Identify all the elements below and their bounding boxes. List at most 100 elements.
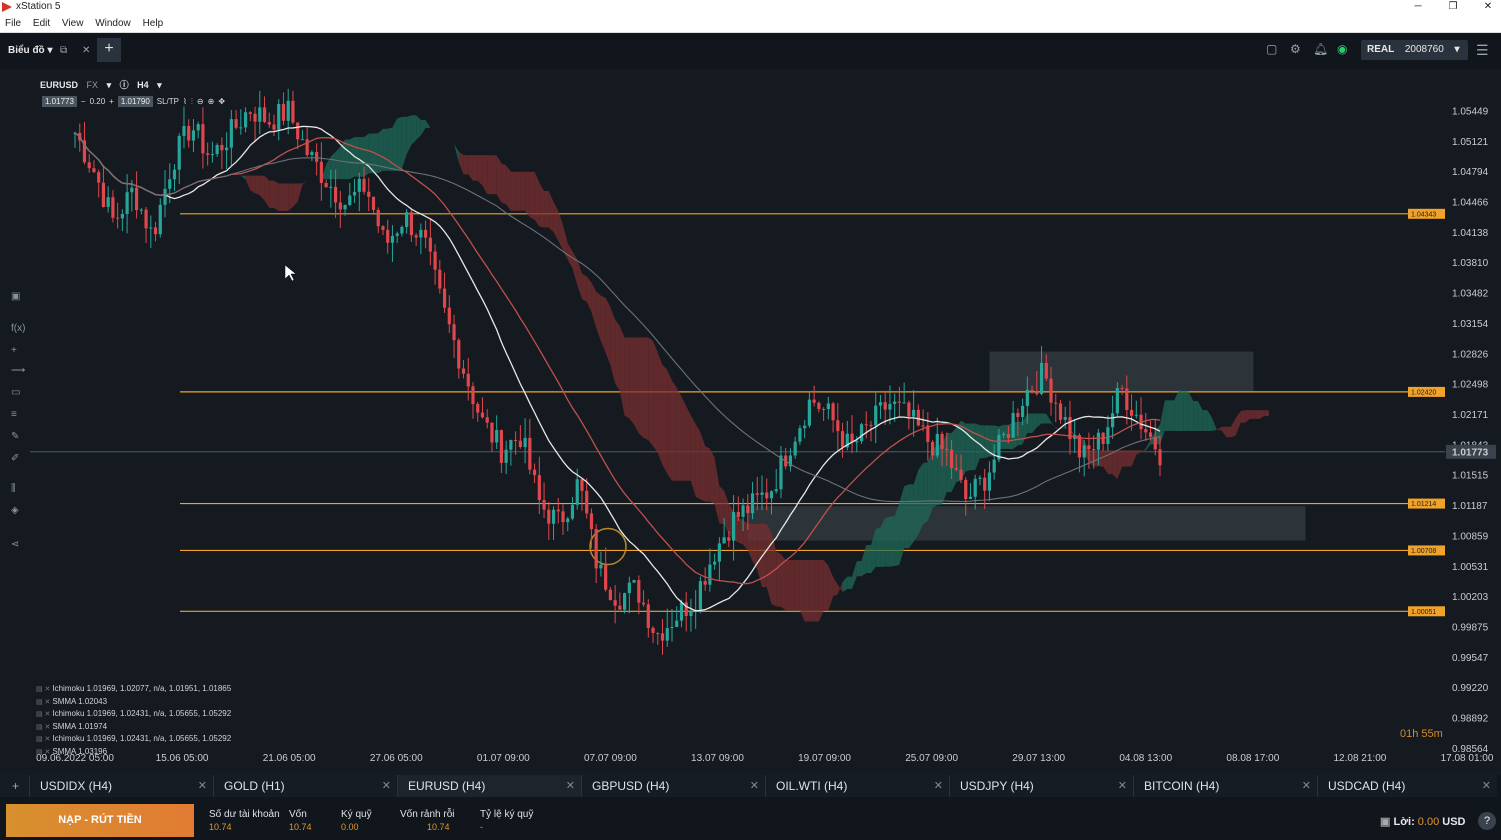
hamburger-menu-icon[interactable]: ☰: [1476, 42, 1489, 58]
info-icon[interactable]: ⓘ: [119, 80, 129, 90]
candle: [495, 415, 499, 449]
price-chart[interactable]: 1.04343 1.02420 1.01214 1.00708 1.00051 1.05…: [0, 69, 1501, 770]
candle-body: [1058, 403, 1063, 420]
cloud-segment: [340, 139, 346, 180]
cloud-segment: [1036, 413, 1042, 428]
close-button[interactable]: ✕: [1483, 1, 1493, 12]
candle-body: [319, 161, 323, 183]
bell-icon[interactable]: 🔔︎: [1313, 42, 1329, 56]
tab-usdcad[interactable]: USDCAD (H4) ✕: [1318, 775, 1497, 797]
account-selector[interactable]: REAL 2008760 ▾: [1361, 40, 1468, 60]
tab-gold[interactable]: GOLD (H1) ✕: [214, 775, 398, 797]
volume-input[interactable]: 0.20: [89, 97, 106, 106]
candle: [859, 422, 864, 444]
minimize-button[interactable]: ─: [1414, 1, 1422, 12]
legend-item[interactable]: Ichimoku 1.01969, 1.02077, n/a, 1.01951,…: [36, 683, 231, 696]
menu-edit[interactable]: Edit: [32, 18, 51, 29]
close-tab-icon[interactable]: ✕: [82, 45, 91, 56]
candle: [291, 90, 295, 125]
crosshair-tool-icon[interactable]: +: [11, 345, 17, 356]
menu-file[interactable]: File: [5, 18, 22, 29]
close-icon[interactable]: ✕: [1481, 780, 1491, 792]
candle: [1058, 400, 1063, 424]
fibonacci-tool-icon[interactable]: ≡: [11, 409, 17, 420]
rectangle-tool-icon[interactable]: ▭: [11, 387, 21, 398]
candle: [1035, 370, 1039, 396]
help-button[interactable]: ?: [1478, 812, 1496, 830]
instrument-symbol[interactable]: EURUSD: [40, 80, 79, 90]
candle-body: [452, 324, 456, 341]
add-symbol-tab-button[interactable]: +: [0, 775, 30, 797]
candle-chart-icon[interactable]: ⫶: [190, 96, 193, 106]
brush-tool-icon[interactable]: ✐: [11, 453, 20, 464]
layers-tool-icon[interactable]: ◈: [11, 505, 19, 516]
close-icon[interactable]: ✕: [565, 780, 575, 792]
close-icon[interactable]: ✕: [933, 780, 943, 792]
close-icon[interactable]: ✕: [1117, 780, 1127, 792]
candle: [518, 425, 522, 449]
tab-oil-wti[interactable]: OIL.WTI (H4) ✕: [766, 775, 950, 797]
candle: [760, 475, 764, 511]
candle: [371, 196, 376, 215]
tab-usdjpy[interactable]: USDJPY (H4) ✕: [950, 775, 1134, 797]
candle-body: [537, 475, 541, 501]
line-tool-icon[interactable]: ⟶: [11, 365, 26, 376]
chevron-down-icon[interactable]: ▾: [157, 80, 162, 90]
popout-icon[interactable]: ⧉: [60, 45, 68, 56]
plus-volume-button[interactable]: +: [109, 97, 114, 106]
deposit-withdraw-button[interactable]: NẠP - RÚT TIỀN: [6, 804, 194, 837]
tab-gbpusd[interactable]: GBPUSD (H4) ✕: [582, 775, 766, 797]
chart-area[interactable]: 1.04343 1.02420 1.01214 1.00708 1.00051 1.05…: [0, 69, 1501, 770]
candle: [694, 590, 698, 629]
close-icon[interactable]: ✕: [1301, 780, 1311, 792]
legend-item[interactable]: SMMA 1.02043: [36, 696, 231, 709]
legend-item[interactable]: Ichimoku 1.01969, 1.02431, n/a, 1.05655,…: [36, 733, 231, 746]
candle-body: [779, 455, 783, 490]
signal-icon[interactable]: ⚙: [1290, 42, 1301, 56]
candle-body: [954, 468, 958, 470]
close-icon[interactable]: ✕: [749, 780, 759, 792]
legend-item[interactable]: SMMA 1.01974: [36, 721, 231, 734]
legend-item[interactable]: Ichimoku 1.01969, 1.02431, n/a, 1.05655,…: [36, 708, 231, 721]
chart-tab[interactable]: Biểu đồ ▾: [8, 45, 53, 56]
candle-body: [101, 182, 106, 207]
maximize-button[interactable]: ❐: [1448, 1, 1458, 12]
screenshot-tool-icon[interactable]: ▣: [11, 291, 21, 302]
move-icon[interactable]: ✥: [218, 97, 226, 106]
menu-window[interactable]: Window: [95, 18, 131, 29]
buy-price-button[interactable]: 1.01790: [117, 96, 153, 107]
indicator-tool-icon[interactable]: f(x): [11, 323, 26, 334]
tab-bitcoin[interactable]: BITCOIN (H4) ✕: [1134, 775, 1318, 797]
profit-currency: USD: [1442, 816, 1466, 828]
menu-help[interactable]: Help: [142, 18, 164, 29]
layout-icon[interactable]: ▢: [1266, 42, 1278, 56]
share-tool-icon[interactable]: ⋖: [11, 539, 20, 550]
candle-body: [1016, 413, 1020, 417]
minus-volume-button[interactable]: −: [80, 97, 86, 106]
line-chart-icon[interactable]: ⌇: [183, 97, 187, 106]
cloud-segment: [364, 133, 369, 177]
cloud-segment: [349, 137, 355, 180]
menu-view[interactable]: View: [61, 18, 84, 29]
cloud-segment: [1202, 410, 1208, 431]
pen-tool-icon[interactable]: ✎: [11, 431, 20, 442]
tab-usdidx[interactable]: USDIDX (H4) ✕: [30, 775, 214, 797]
candle: [1077, 433, 1082, 473]
close-icon[interactable]: ✕: [381, 780, 391, 792]
zoom-in-icon[interactable]: ⊕: [207, 97, 215, 106]
bars-tool-icon[interactable]: ⫼: [11, 483, 16, 494]
candle: [1030, 385, 1034, 394]
zoom-out-icon[interactable]: ⊖: [196, 97, 204, 106]
y-tick-label: 1.03482: [1452, 289, 1489, 300]
timeframe-select[interactable]: H4: [137, 80, 149, 90]
sell-price-button[interactable]: 1.01773: [42, 96, 77, 107]
close-icon[interactable]: ✕: [197, 780, 207, 792]
tab-eurusd[interactable]: EURUSD (H4) ✕: [398, 775, 582, 797]
sltp-button[interactable]: SL/TP: [156, 97, 179, 106]
add-tab-button[interactable]: +: [97, 38, 121, 62]
candle: [187, 119, 191, 148]
x-tick-label: 01.07 09:00: [477, 753, 530, 764]
legend-item[interactable]: SMMA 1.03196: [36, 746, 231, 759]
candle-body: [277, 103, 281, 130]
chevron-down-icon[interactable]: ▾: [106, 80, 112, 90]
